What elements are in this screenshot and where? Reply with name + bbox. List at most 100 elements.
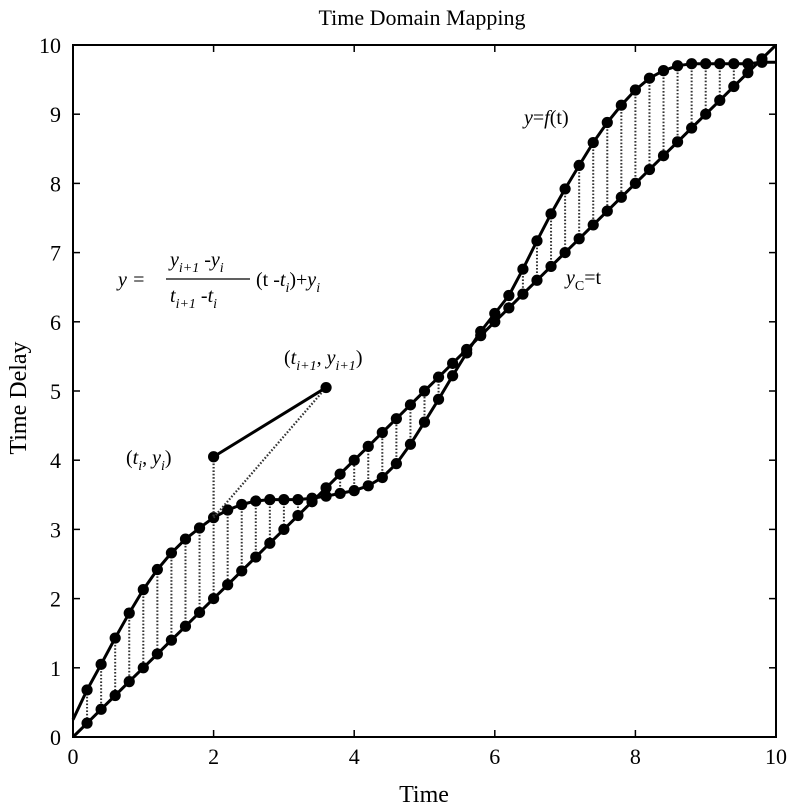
x-tick-label: 8: [630, 744, 641, 769]
yc-point: [629, 177, 642, 189]
f-point: [573, 159, 585, 172]
yc-point: [728, 80, 740, 93]
yc-point: [390, 413, 402, 425]
pi1-open: (: [284, 347, 291, 369]
formula-rhs: (t -ti)+yi: [256, 269, 320, 296]
point-i1-label: (ti+1, yi+1): [284, 347, 362, 374]
yc-point: [404, 399, 417, 411]
yc-point: [517, 288, 529, 300]
interp-point-i: [208, 451, 220, 463]
y-tick-label: 0: [50, 725, 61, 750]
yc-point: [545, 260, 557, 273]
y-tick-label: 5: [50, 379, 61, 404]
formula-den-sub2: i: [213, 297, 217, 312]
yc-point: [236, 565, 248, 577]
x-axis-ticks: 0 2 4 6 8 10: [68, 45, 787, 769]
pi1-y-sub: i+1: [335, 359, 355, 374]
f-point: [700, 58, 712, 70]
f-point: [123, 607, 135, 619]
pi-y-sub: i: [161, 459, 165, 474]
f-point: [278, 494, 290, 506]
formula-rhs-sub: i: [285, 281, 289, 296]
yc-point: [615, 191, 627, 203]
yc-point: [503, 302, 515, 314]
yc-point: [700, 108, 712, 120]
yc-point: [601, 205, 613, 217]
f-label-y: y: [522, 107, 533, 129]
y-tick-label: 9: [50, 102, 61, 127]
pi1-t: t: [291, 347, 297, 369]
formula-denominator: ti+1 -ti: [170, 285, 217, 312]
f-point: [193, 522, 206, 534]
formula-numerator: yi+1 -yi: [168, 249, 224, 276]
yc-point: [179, 620, 192, 632]
pi-t: t: [133, 447, 139, 469]
yc-point: [278, 523, 290, 536]
f-point: [629, 84, 642, 96]
yc-point: [151, 648, 163, 660]
f-point: [615, 99, 627, 111]
interpolation-example: [208, 381, 332, 519]
yc-point: [643, 163, 656, 176]
yc-point: [264, 537, 276, 549]
formula-den-t1: t: [170, 285, 176, 307]
f-point: [179, 533, 192, 545]
f-point: [657, 65, 670, 77]
pi-sep: ,: [142, 447, 152, 469]
y-axis-label: Time Delay: [6, 341, 32, 454]
formula-rhs-t: t: [280, 269, 286, 291]
interp-dotted-line: [212, 386, 327, 519]
f-point: [334, 487, 346, 500]
x-axis-label: Time: [399, 782, 449, 808]
f-point: [264, 494, 276, 506]
chart-title: Time Domain Mapping: [319, 5, 526, 30]
yc-point: [320, 482, 332, 494]
yc-point: [250, 551, 262, 563]
pi-y: y: [150, 447, 161, 469]
f-point: [432, 393, 445, 405]
f-point: [756, 56, 768, 68]
f-point: [362, 480, 374, 492]
yc-point: [165, 634, 178, 646]
yc-point: [348, 454, 360, 466]
y-axis-ticks: 0 1 2 3 4 5 6 7 8 9 10: [39, 33, 776, 750]
f-point: [559, 183, 571, 195]
yc-point: [137, 662, 149, 674]
yc-point: [489, 316, 501, 328]
f-label-f: f: [544, 107, 552, 129]
yc-point: [95, 703, 107, 715]
yc-label-eq: =t: [584, 267, 601, 289]
formula-lhs: y =: [116, 269, 145, 291]
interp-point-i1: [320, 381, 332, 394]
f-point: [531, 235, 543, 247]
y-tick-label: 10: [39, 33, 61, 58]
yc-point: [376, 426, 388, 439]
yc-point: [362, 440, 374, 452]
pi-open: (: [126, 447, 133, 469]
pi1-y: y: [325, 347, 336, 369]
f-label-arg: (t): [550, 107, 569, 129]
yc-point: [559, 247, 571, 259]
f-point: [390, 458, 402, 470]
f-point: [461, 347, 473, 359]
yc-label-sub: C: [575, 279, 584, 294]
formula-num-y1: y: [168, 249, 179, 271]
x-tick-label: 10: [765, 744, 787, 769]
yc-point: [109, 689, 121, 702]
x-tick-label: 6: [489, 744, 500, 769]
y-tick-label: 2: [50, 587, 61, 612]
f-point: [81, 684, 93, 696]
f-point: [109, 632, 121, 644]
f-point: [728, 58, 740, 70]
f-point: [418, 416, 431, 428]
yc-label-y: y: [564, 267, 575, 289]
yc-point: [123, 676, 135, 688]
yc-point: [573, 233, 585, 245]
yc-point: [742, 67, 754, 79]
f-point: [742, 58, 754, 70]
f-point: [320, 490, 332, 502]
x-tick-label: 2: [208, 744, 219, 769]
yc-point: [432, 371, 445, 383]
f-point: [236, 498, 248, 511]
